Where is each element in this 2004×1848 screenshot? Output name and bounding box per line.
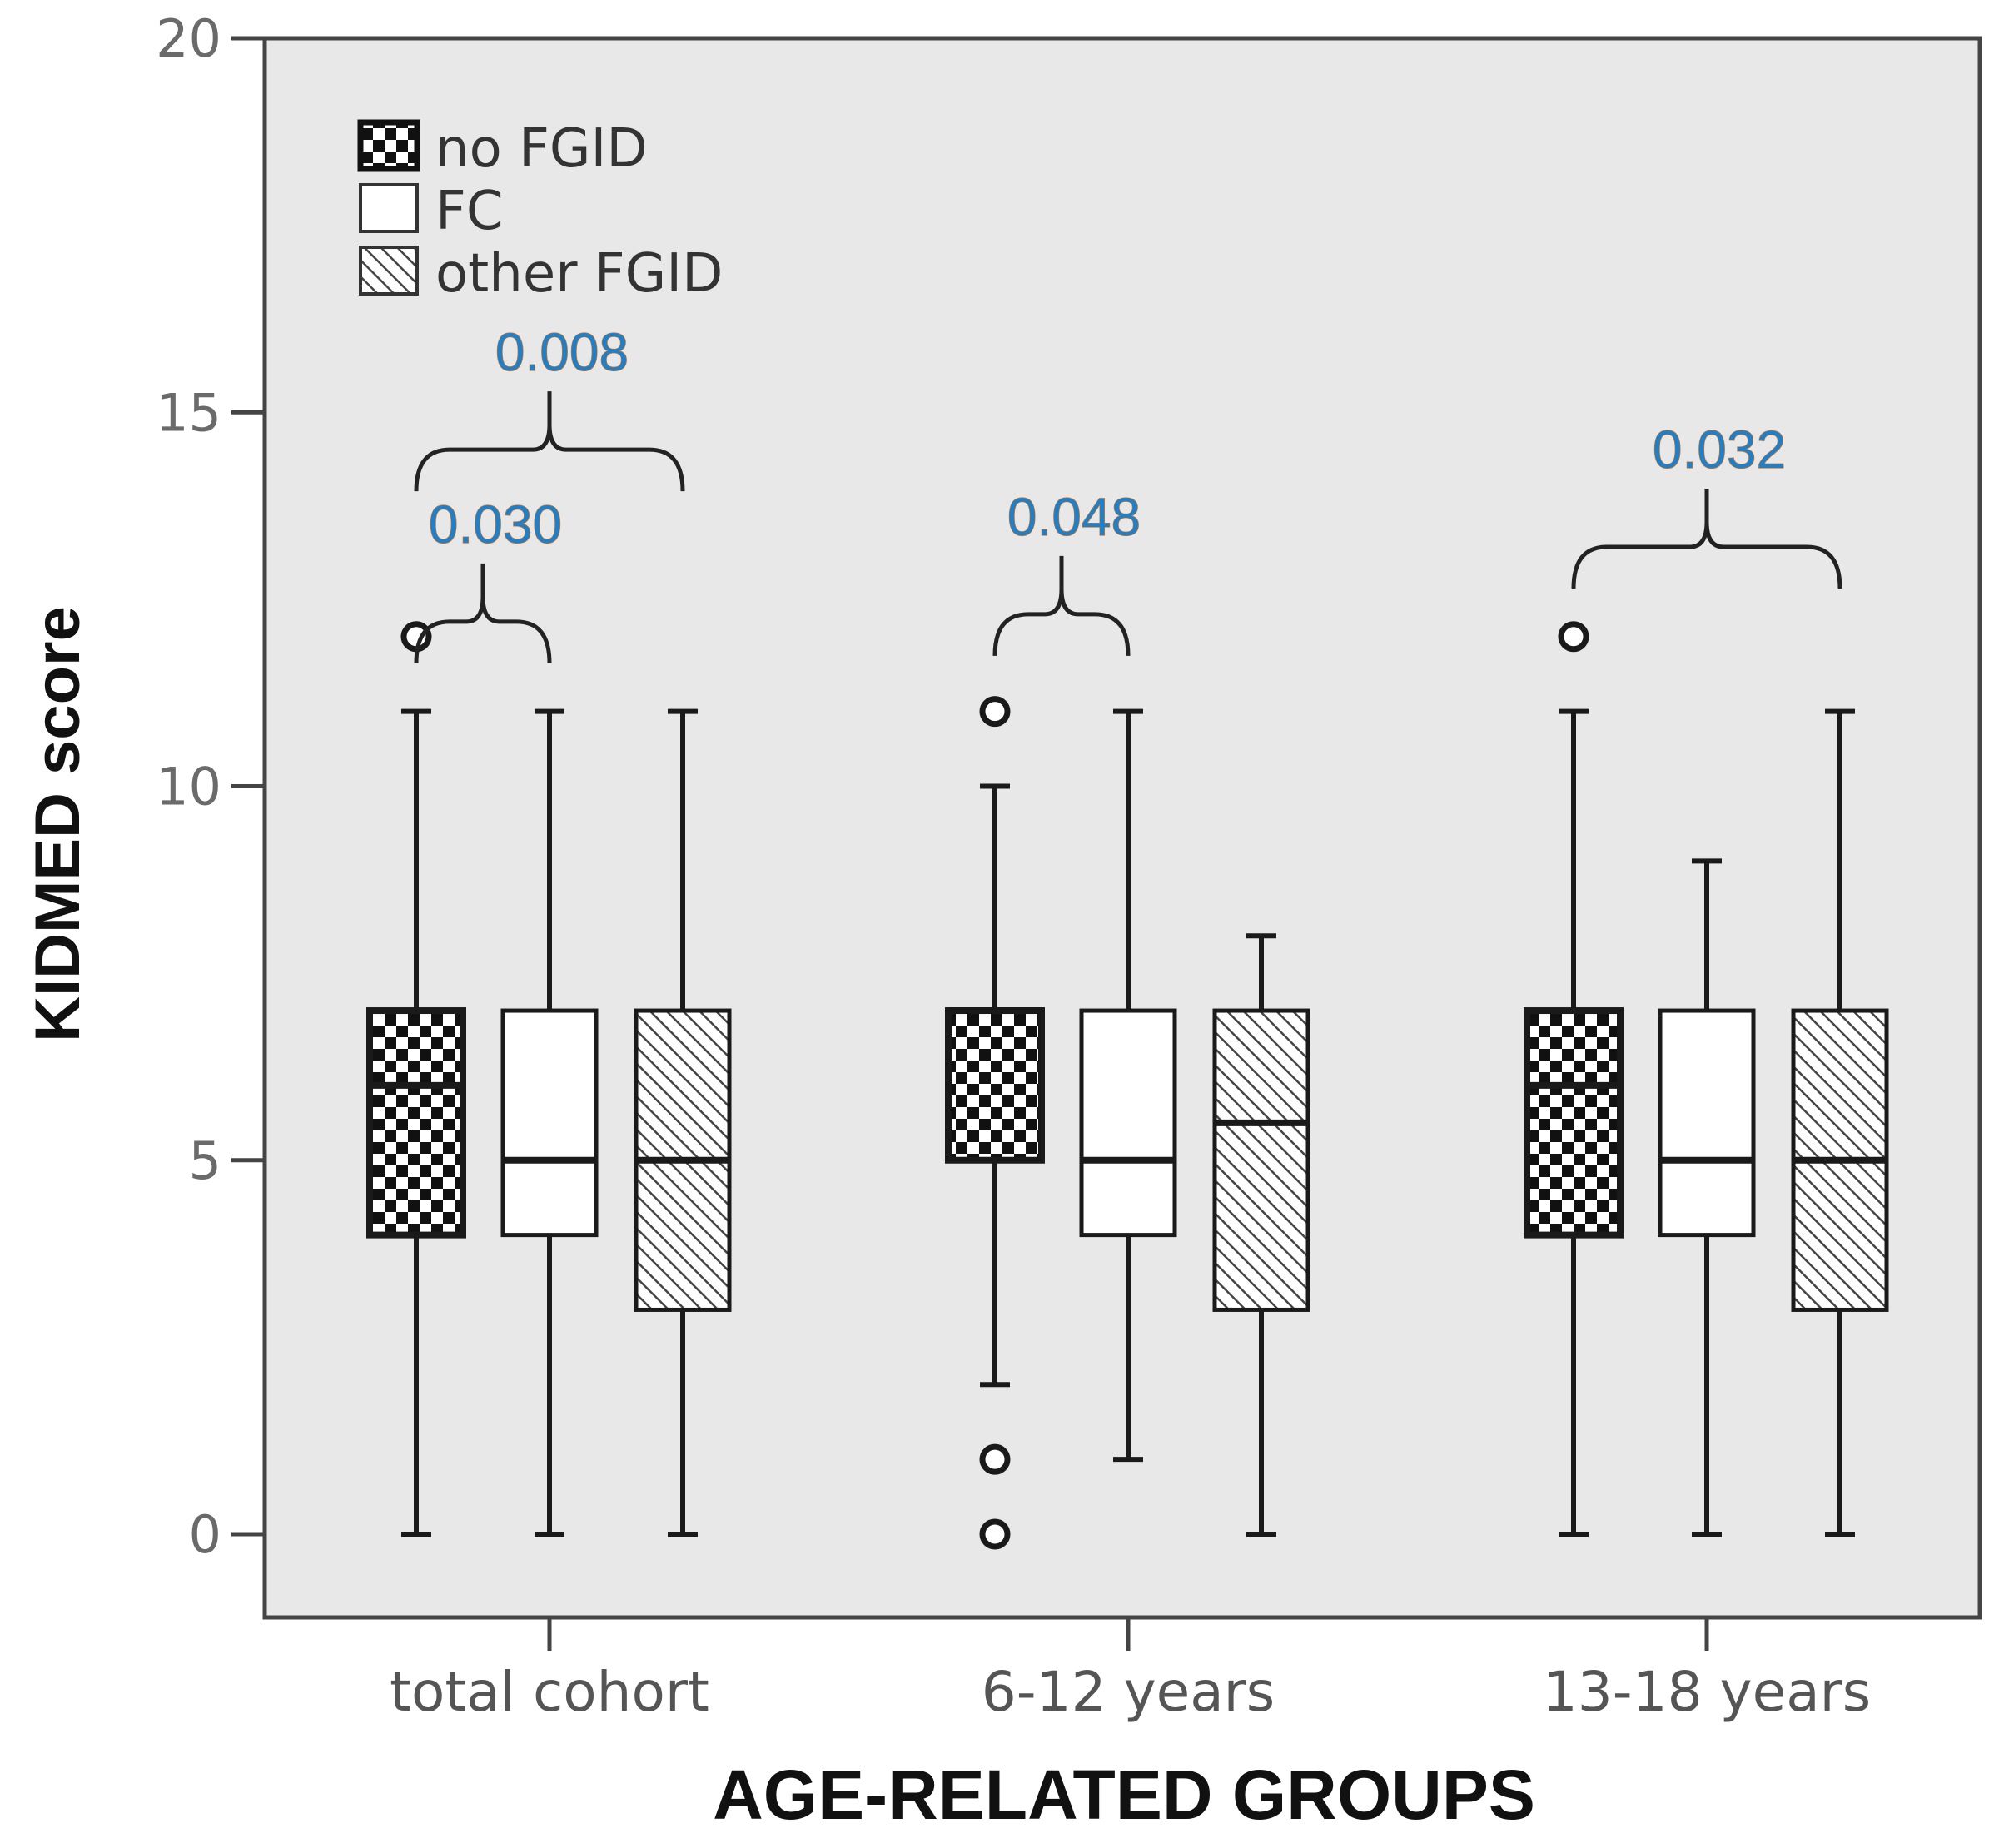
p-value-label: 0.030	[429, 494, 562, 554]
box-other-fgid-0	[634, 708, 732, 1537]
significance-bracket-1: 0.030	[414, 494, 563, 663]
x-tick-label-1: 6-12 years	[982, 1660, 1275, 1724]
bracket-line	[992, 555, 1131, 656]
legend-swatch-no-fgid	[357, 119, 420, 172]
box-fc-1	[1079, 708, 1177, 1463]
outlier-point	[979, 1518, 1011, 1550]
y-axis-title: KIDMED score	[22, 606, 93, 1042]
significance-bracket-3: 0.032	[1571, 419, 1842, 589]
y-tick-label-10: 10	[156, 757, 221, 817]
box-no-fgid-1	[945, 696, 1045, 1550]
legend-label-fc: FC	[435, 181, 504, 242]
box-iqr	[1524, 1007, 1624, 1239]
x-tick-label-2: 13-18 years	[1543, 1660, 1871, 1724]
bracket-line	[414, 563, 552, 663]
box-other-fgid-1	[1212, 933, 1310, 1537]
box-fc-0	[500, 708, 599, 1537]
p-value-label: 0.048	[1007, 487, 1141, 547]
outlier-point	[979, 696, 1011, 728]
y-tick-label-20: 20	[156, 8, 221, 69]
y-tick-label-0: 0	[189, 1504, 221, 1565]
legend-swatch-fc	[359, 183, 419, 233]
significance-brackets: 0.008 0.030 0.048 0.032	[414, 322, 1842, 663]
box-iqr	[500, 1008, 599, 1238]
y-axis: 0 5 10 15 20	[156, 8, 265, 1565]
box-iqr	[1658, 1008, 1756, 1238]
y-tick-label-15: 15	[156, 382, 221, 443]
outlier-point	[979, 1443, 1011, 1475]
box-fc-2	[1658, 858, 1756, 1537]
x-tick-label-0: total cohort	[390, 1660, 709, 1724]
y-tick-label-5: 5	[189, 1130, 221, 1191]
box-iqr	[945, 1007, 1045, 1164]
box-iqr	[1212, 1008, 1310, 1312]
box-iqr	[1079, 1008, 1177, 1238]
legend-swatch-other-fgid	[359, 246, 419, 296]
x-axis: total cohort 6-12 years 13-18 years	[390, 1617, 1871, 1724]
legend-label-no-fgid: no FGID	[435, 118, 648, 180]
outlier-point	[1558, 621, 1589, 653]
significance-bracket-2: 0.048	[992, 486, 1141, 656]
significance-bracket-0: 0.008	[414, 322, 685, 492]
x-axis-title: AGE-RELATED GROUPS	[713, 1756, 1535, 1834]
p-value-label: 0.008	[495, 322, 629, 382]
bracket-line	[1571, 488, 1842, 589]
boxplot-series	[366, 621, 1889, 1550]
box-iqr	[366, 1007, 466, 1239]
legend: no FGID FC other FGID	[357, 118, 723, 305]
box-no-fgid-0	[366, 621, 466, 1537]
p-value-label: 0.032	[1653, 420, 1786, 479]
legend-label-other-fgid: other FGID	[435, 243, 723, 305]
bracket-line	[414, 391, 685, 492]
box-other-fgid-2	[1791, 708, 1889, 1537]
box-no-fgid-2	[1524, 621, 1624, 1537]
